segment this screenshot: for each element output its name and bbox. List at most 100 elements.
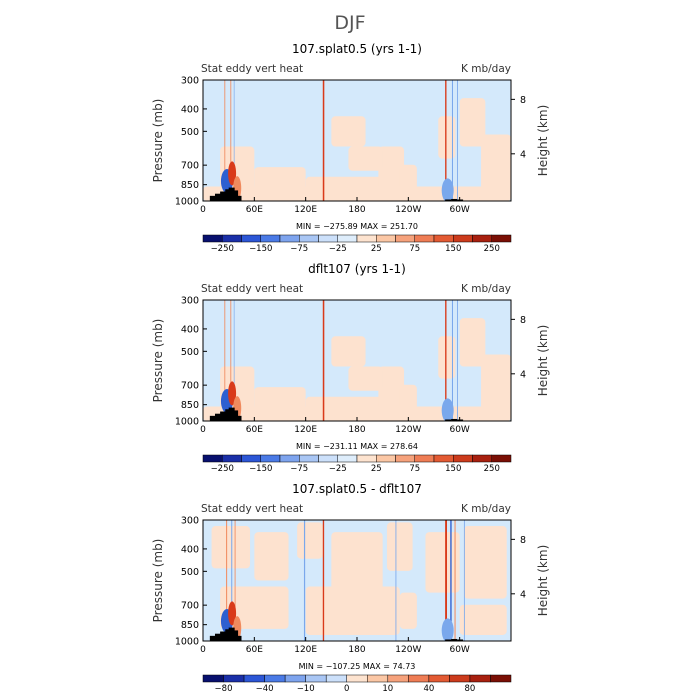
positive-region [481, 354, 511, 415]
vertical-streak [457, 80, 458, 201]
y-axis-label: Pressure (mb) [151, 539, 165, 623]
vertical-streak [224, 80, 226, 201]
right-tick-label: 4 [520, 589, 526, 600]
panel-3: 107.splat0.5 - dflt107 Stat eddy vert hea… [151, 482, 550, 694]
vertical-streak [230, 80, 232, 201]
x-tick-label: 0 [200, 205, 206, 215]
positive-region [331, 336, 366, 367]
y-tick-label: 1000 [175, 637, 199, 648]
x-tick-label: 120W [395, 205, 421, 215]
colorbar-swatch [299, 234, 319, 243]
min-max-stats: MIN = −107.25 MAX = 74.73 [299, 662, 416, 671]
y-tick-label: 700 [181, 601, 199, 612]
colorbar-swatch [337, 454, 358, 463]
y-tick-label: 500 [181, 127, 199, 138]
positive-region [438, 336, 456, 379]
topography [220, 411, 227, 421]
min-max-stats: MIN = −275.89 MAX = 251.70 [296, 222, 418, 231]
colorbar-swatch [202, 674, 224, 683]
colorbar-label: −75 [290, 244, 308, 254]
topography [228, 187, 235, 201]
topography [225, 629, 232, 641]
colorbar-swatch [318, 234, 338, 243]
x-tick-label: 60E [246, 425, 263, 435]
topography [214, 633, 221, 641]
colorbar-swatch [387, 674, 409, 683]
x-tick-label: 0 [200, 645, 206, 655]
colorbar-swatch [453, 234, 473, 243]
vertical-streak [445, 520, 448, 641]
y-tick-label: 500 [181, 347, 199, 358]
positive-region [211, 526, 251, 569]
right-axis-label: Height (km) [536, 105, 550, 176]
topography [220, 631, 227, 641]
page-title: DJF [334, 12, 365, 34]
right-tick-label: 8 [520, 535, 526, 546]
vertical-streak [233, 80, 235, 201]
positive-region [459, 98, 486, 147]
topography [220, 191, 227, 201]
vertical-streak [226, 520, 228, 641]
colorbar-label: −10 [297, 684, 315, 694]
colorbar-label: 75 [409, 244, 420, 254]
colorbar-swatch [356, 234, 377, 243]
contour-field [203, 80, 511, 201]
units-label: K mb/day [461, 63, 511, 75]
right-tick-label: 4 [520, 149, 526, 160]
x-tick-label: 180 [348, 425, 365, 435]
colorbar-swatch [414, 234, 435, 243]
min-max-stats: MIN = −231.11 MAX = 278.64 [296, 442, 418, 451]
colorbar-swatch [223, 674, 245, 683]
panel-1: 107.splat0.5 (yrs 1-1) Stat eddy vert hea… [151, 42, 550, 254]
colorbar-label: −250 [211, 464, 234, 474]
colorbar-swatch [325, 674, 347, 683]
colorbar-label: 80 [465, 684, 476, 694]
colorbar-label: −250 [211, 244, 234, 254]
topography [209, 415, 216, 421]
colorbar-label: 150 [445, 464, 461, 474]
x-tick-label: 120E [294, 205, 317, 215]
vertical-streak [224, 300, 226, 421]
y-tick-label: 850 [181, 400, 199, 411]
surface-anomaly [228, 601, 237, 626]
y-axis-label: Pressure (mb) [151, 319, 165, 403]
colorbar-swatch [346, 674, 368, 683]
y-tick-label: 700 [181, 161, 199, 172]
right-tick-label: 8 [520, 315, 526, 326]
colorbar-label: 250 [484, 464, 500, 474]
y-tick-label: 300 [181, 516, 199, 527]
colorbar-swatch [305, 674, 327, 683]
units-label: K mb/day [461, 283, 511, 295]
surface-anomaly [228, 381, 237, 406]
colorbar-swatch [491, 454, 512, 463]
surface-anomaly [441, 398, 454, 421]
colorbar-swatch [222, 454, 242, 463]
panel-2: dflt107 (yrs 1-1) Stat eddy vert heat K mb… [151, 262, 550, 474]
colorbar-swatch [279, 454, 300, 463]
colorbar: −80 −40 −10 0 10 40 80 [202, 674, 512, 694]
x-tick-label: 0 [200, 425, 206, 435]
vertical-streak [457, 300, 458, 421]
positive-region [203, 406, 511, 421]
x-tick-label: 120E [294, 645, 317, 655]
positive-region [331, 116, 366, 147]
y-tick-label: 400 [181, 544, 199, 555]
topography [235, 415, 242, 421]
colorbar: −250 −150 −75 −25 25 75 150 250 [202, 454, 512, 474]
panel-title: 107.splat0.5 - dflt107 [292, 482, 422, 496]
right-axis-label: Height (km) [536, 325, 550, 396]
y-tick-label: 300 [181, 76, 199, 87]
x-tick-label: 60E [246, 645, 263, 655]
vertical-streak [231, 520, 233, 641]
colorbar-swatch [356, 454, 377, 463]
colorbar-label: −25 [329, 464, 347, 474]
x-tick-label: 180 [348, 645, 365, 655]
x-tick-label: 60E [246, 205, 263, 215]
colorbar-swatch [490, 674, 512, 683]
colorbar-swatch [433, 234, 454, 243]
colorbar-swatch [299, 454, 319, 463]
colorbar-swatch [433, 454, 454, 463]
colorbar-swatch [241, 234, 261, 243]
vertical-streak [451, 80, 453, 201]
colorbar-label: 40 [423, 684, 434, 694]
